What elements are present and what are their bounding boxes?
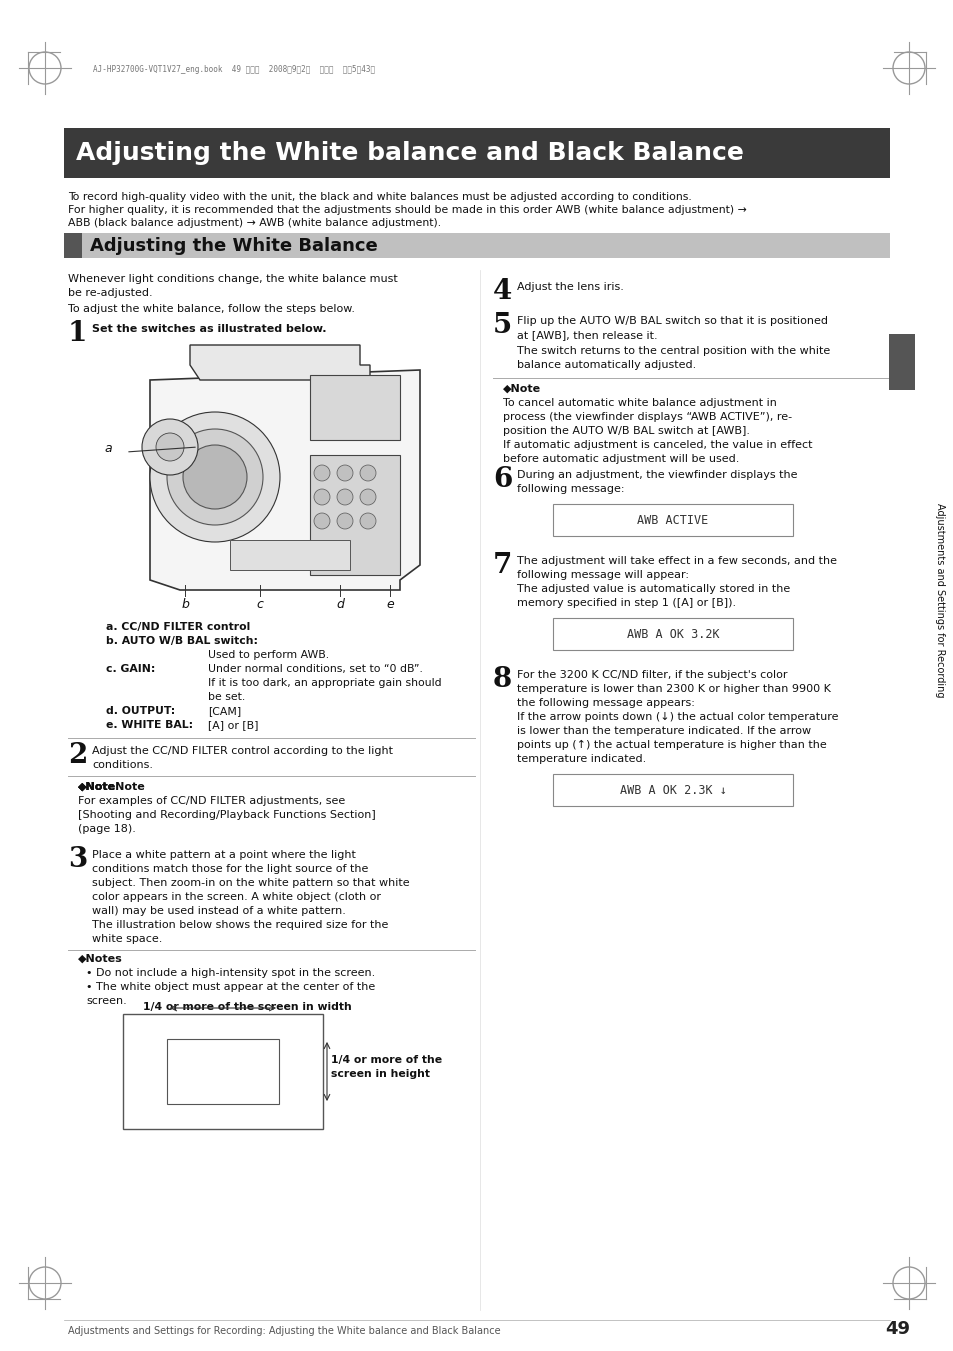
- Circle shape: [314, 513, 330, 530]
- Text: • Do not include a high-intensity spot in the screen.: • Do not include a high-intensity spot i…: [86, 969, 375, 978]
- Text: b: b: [181, 598, 189, 611]
- Text: 5: 5: [493, 312, 512, 339]
- Bar: [64, 128, 889, 178]
- Text: If it is too dark, an appropriate gain should: If it is too dark, an appropriate gain s…: [208, 678, 441, 688]
- Text: To cancel automatic white balance adjustment in
process (the viewfinder displays: To cancel automatic white balance adjust…: [502, 399, 812, 463]
- Bar: [123, 1015, 323, 1129]
- Text: Adjustments and Settings for Recording: Adjustments and Settings for Recording: [934, 503, 944, 697]
- Text: ◆Notes: ◆Notes: [78, 954, 123, 965]
- Text: 1/4 or more of the
screen in height: 1/4 or more of the screen in height: [331, 1055, 441, 1078]
- Bar: [553, 617, 792, 650]
- Text: For higher quality, it is recommended that the adjustments should be made in thi: For higher quality, it is recommended th…: [68, 205, 746, 215]
- Text: d. OUTPUT:: d. OUTPUT:: [106, 707, 175, 716]
- Text: b. AUTO W/B BAL switch:: b. AUTO W/B BAL switch:: [106, 636, 257, 646]
- Text: For the 3200 K CC/ND filter, if the subject's color
temperature is lower than 23: For the 3200 K CC/ND filter, if the subj…: [517, 670, 838, 765]
- Circle shape: [156, 434, 184, 461]
- Text: Adjust the CC/ND FILTER control according to the light
conditions.: Adjust the CC/ND FILTER control accordin…: [91, 746, 393, 770]
- Bar: [64, 232, 889, 258]
- Text: c. GAIN:: c. GAIN:: [106, 663, 155, 674]
- Text: 8: 8: [493, 666, 512, 693]
- Text: For examples of CC/ND FILTER adjustments, see
[Shooting and Recording/Playback F: For examples of CC/ND FILTER adjustments…: [78, 796, 375, 834]
- Circle shape: [336, 513, 353, 530]
- Bar: [167, 1039, 278, 1104]
- Circle shape: [336, 465, 353, 481]
- Text: ◆Note: ◆Note: [78, 782, 116, 792]
- Text: To record high-quality video with the unit, the black and white balances must be: To record high-quality video with the un…: [68, 192, 691, 203]
- Text: 49: 49: [884, 1320, 909, 1337]
- Text: e: e: [386, 598, 394, 611]
- Text: Adjusting the White Balance: Adjusting the White Balance: [90, 236, 377, 255]
- Text: To adjust the white balance, follow the steps below.: To adjust the white balance, follow the …: [68, 304, 355, 313]
- Text: 1: 1: [68, 320, 88, 347]
- Text: a: a: [104, 442, 112, 455]
- Circle shape: [167, 430, 263, 526]
- Text: a. CC/ND FILTER control: a. CC/ND FILTER control: [106, 621, 250, 632]
- Circle shape: [314, 489, 330, 505]
- Text: 3: 3: [68, 846, 87, 873]
- Text: 7: 7: [493, 553, 512, 580]
- Text: Flip up the AUTO W/B BAL switch so that it is positioned
at [AWB], then release : Flip up the AUTO W/B BAL switch so that …: [517, 316, 827, 340]
- Text: The switch returns to the central position with the white
balance automatically : The switch returns to the central positi…: [517, 346, 829, 370]
- Text: [A] or [B]: [A] or [B]: [208, 720, 258, 730]
- Text: Under normal conditions, set to “0 dB”.: Under normal conditions, set to “0 dB”.: [208, 663, 422, 674]
- Text: AWB A OK 3.2K: AWB A OK 3.2K: [626, 627, 719, 640]
- Text: ABB (black balance adjustment) → AWB (white balance adjustment).: ABB (black balance adjustment) → AWB (wh…: [68, 218, 440, 228]
- Text: AJ-HP32700G-VQT1V27_eng.book  49 ページ  2008年9月2日  火曜日  午後5時43分: AJ-HP32700G-VQT1V27_eng.book 49 ページ 2008…: [92, 65, 375, 74]
- Text: Adjust the lens iris.: Adjust the lens iris.: [517, 282, 623, 292]
- Text: ◆Note: ◆Note: [78, 782, 116, 792]
- Bar: [553, 774, 792, 807]
- Text: d: d: [335, 598, 344, 611]
- Text: ◆Note: ◆Note: [502, 384, 540, 394]
- Text: Used to perform AWB.: Used to perform AWB.: [208, 650, 329, 661]
- Text: 6: 6: [493, 466, 512, 493]
- Polygon shape: [150, 370, 419, 590]
- Circle shape: [314, 465, 330, 481]
- Circle shape: [336, 489, 353, 505]
- Circle shape: [183, 444, 247, 509]
- Bar: [310, 376, 399, 440]
- Text: c: c: [256, 598, 263, 611]
- Bar: [310, 455, 399, 576]
- Text: During an adjustment, the viewfinder displays the
following message:: During an adjustment, the viewfinder dis…: [517, 470, 797, 494]
- Text: • The white object must appear at the center of the
screen.: • The white object must appear at the ce…: [86, 982, 375, 1006]
- Text: AWB ACTIVE: AWB ACTIVE: [637, 513, 708, 527]
- Polygon shape: [190, 345, 370, 380]
- Text: Set the switches as illustrated below.: Set the switches as illustrated below.: [91, 324, 326, 334]
- Circle shape: [359, 465, 375, 481]
- Text: 2: 2: [68, 742, 88, 769]
- Text: Place a white pattern at a point where the light
conditions match those for the : Place a white pattern at a point where t…: [91, 850, 409, 944]
- Text: 1/4 or more of the screen in width: 1/4 or more of the screen in width: [143, 1002, 352, 1012]
- Circle shape: [150, 412, 280, 542]
- Text: be set.: be set.: [208, 692, 245, 703]
- Bar: [888, 334, 914, 390]
- Bar: [230, 540, 350, 570]
- Text: e. WHITE BAL:: e. WHITE BAL:: [106, 720, 193, 730]
- Bar: [553, 504, 792, 536]
- Text: [CAM]: [CAM]: [208, 707, 241, 716]
- Text: 4: 4: [493, 278, 512, 305]
- Bar: [64, 232, 82, 258]
- Text: AWB A OK 2.3K ↓: AWB A OK 2.3K ↓: [618, 784, 725, 797]
- Text: The adjustment will take effect in a few seconds, and the
following message will: The adjustment will take effect in a few…: [517, 557, 836, 608]
- Text: Adjusting the White balance and Black Balance: Adjusting the White balance and Black Ba…: [76, 141, 743, 165]
- Circle shape: [359, 489, 375, 505]
- Text: Adjustments and Settings for Recording: Adjusting the White balance and Black Ba: Adjustments and Settings for Recording: …: [68, 1325, 500, 1336]
- Text: Whenever light conditions change, the white balance must
be re-adjusted.: Whenever light conditions change, the wh…: [68, 274, 397, 299]
- Circle shape: [142, 419, 198, 476]
- Text: ◆NoteNote: ◆NoteNote: [78, 782, 146, 792]
- Circle shape: [359, 513, 375, 530]
